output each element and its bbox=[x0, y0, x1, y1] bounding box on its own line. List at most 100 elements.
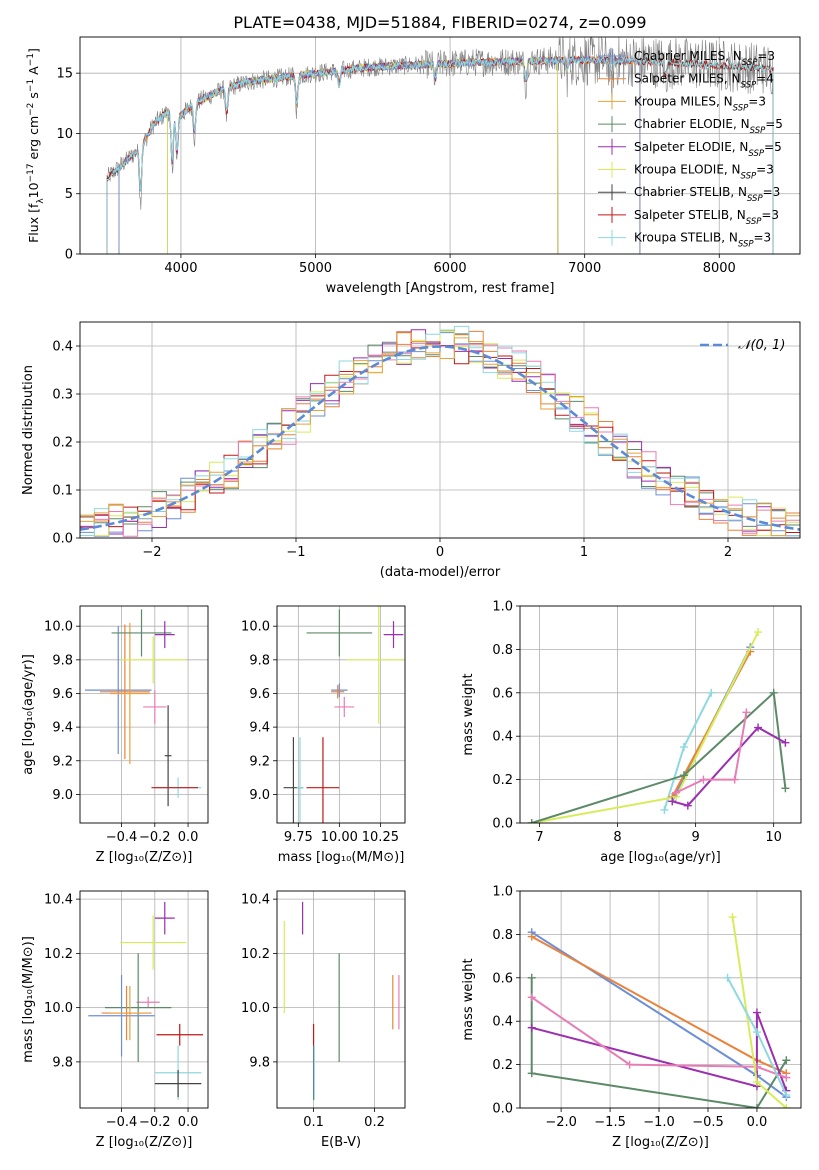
weight_vs_age-ytick-label: 1.0 bbox=[492, 600, 513, 615]
weight_vs_age-frame bbox=[519, 605, 802, 824]
weight_vs_age-marker-elodie_chabrier bbox=[781, 784, 790, 793]
mass_vs_ebv-ytick-label: 10.2 bbox=[241, 947, 270, 962]
weight_vs_age-ytick-label: 0.8 bbox=[492, 643, 513, 658]
residuals-ytick-label: 0.0 bbox=[52, 532, 73, 547]
spectrum-legend: Chabrier MILES, NSSP=3 Salpeter MILES, NS… bbox=[598, 48, 783, 250]
figure-title: PLATE=0438, MJD=51884, FIBERID=0274, z=0… bbox=[233, 13, 646, 32]
weight_vs_Z-marker-elodie_kroupa bbox=[782, 1104, 791, 1108]
age_vs_mass-marks bbox=[283, 606, 405, 823]
weight_vs_Z-ytick-label: 0.0 bbox=[492, 1102, 513, 1117]
weight_vs_age-series-stelib_kroupa bbox=[663, 692, 713, 811]
age_vs_Z-point-elodie_kroupa bbox=[119, 636, 187, 684]
residuals-frame bbox=[79, 321, 801, 539]
weight_vs_age-marker-pink bbox=[742, 708, 751, 717]
mass_vs_Z-point-stelib_salpeter bbox=[156, 1023, 204, 1046]
weight_vs_Z-xtick-label: −1.5 bbox=[594, 1115, 626, 1130]
legend-symbol-elodie_salpeter bbox=[598, 138, 626, 155]
histogram-stelib_kroupa bbox=[80, 325, 800, 537]
legend-symbol-elodie_kroupa bbox=[598, 161, 626, 178]
weight_vs_age-panel: 7 8 9 10 0.0 0.2 0.4 0.6 0.8 1.0 age [log₁₀(age/yr… bbox=[461, 600, 802, 865]
age_vs_Z-xtick-label: −0.2 bbox=[139, 830, 171, 845]
spectrum-xtick-label: 8000 bbox=[703, 261, 736, 276]
age_vs_mass-frame bbox=[276, 605, 406, 824]
model-spectrum-stelib_chabrier bbox=[106, 55, 774, 254]
age_vs_mass-point-stelib_kroupa bbox=[296, 737, 304, 823]
mass_vs_Z-ytick-label: 10.0 bbox=[44, 1001, 73, 1016]
weight_vs_Z-marks bbox=[527, 913, 791, 1108]
age_vs_Z-point-stelib_chabrier bbox=[164, 705, 172, 807]
weight_vs_age-marker-elodie_chabrier bbox=[527, 819, 536, 823]
age_vs_mass-panel: 9.75 10.00 10.25 9.0 9.2 9.4 9.6 9.8 10.0 mass [l… bbox=[241, 605, 406, 865]
mass_vs_Z-ytick-label: 10.4 bbox=[44, 893, 73, 908]
legend-label-elodie_chabrier: Chabrier ELODIE, NSSP=5 bbox=[634, 117, 783, 136]
age_vs_mass-ytick-label: 9.6 bbox=[249, 687, 270, 702]
weight_vs_age-ytick-label: 0.6 bbox=[492, 686, 513, 701]
spectrum-ytick-label: 10 bbox=[56, 127, 73, 142]
residuals-marks bbox=[80, 325, 800, 537]
mass_vs_ebv-ytick-label: 9.8 bbox=[249, 1055, 270, 1070]
weight_vs_Z-marker-elodie_salpeter bbox=[752, 1008, 761, 1017]
legend-symbol-miles_kroupa bbox=[598, 93, 626, 110]
residuals-ytick-label: 0.1 bbox=[52, 484, 73, 499]
weight_vs_Z-marker-stelib_kroupa bbox=[752, 1028, 761, 1037]
age_vs_mass-ytick-label: 9.2 bbox=[249, 754, 270, 769]
age_vs_Z-ytick-label: 9.6 bbox=[52, 687, 73, 702]
mass_vs_Z-xlabel: Z [log₁₀(Z/Z⊙)] bbox=[96, 1135, 193, 1150]
model-spectrum-elodie_chabrier bbox=[167, 56, 559, 254]
weight_vs_age-xtick-label: 10 bbox=[765, 830, 782, 845]
mass_vs_Z-point-elodie_chabrier bbox=[104, 953, 172, 1062]
spectrum-ytick-label: 5 bbox=[65, 187, 73, 202]
age_vs_mass-ytick-label: 9.4 bbox=[249, 721, 270, 736]
age_vs_mass-point-miles_chabrier bbox=[331, 683, 348, 697]
weight_vs_Z-marker-pink bbox=[527, 993, 536, 1002]
weight_vs_age-marker-elodie_salpeter bbox=[683, 801, 692, 810]
spectrum-xtick-label: 7000 bbox=[568, 261, 601, 276]
weight_vs_Z-marker-pink bbox=[625, 1060, 634, 1069]
spectrum-xtick-label: 6000 bbox=[434, 261, 467, 276]
age_vs_Z-xtick-label: −0.4 bbox=[106, 830, 138, 845]
mass_vs_ebv-ytick-label: 10.0 bbox=[241, 1001, 270, 1016]
model-spectrum-miles_chabrier bbox=[118, 55, 641, 254]
weight_vs_Z-marker-pink bbox=[782, 1073, 791, 1082]
legend-label-elodie_kroupa: Kroupa ELODIE, NSSP=3 bbox=[634, 163, 774, 182]
weight_vs_age-marker-pink bbox=[699, 775, 708, 784]
legend-label-miles_salpeter: Salpeter MILES, NSSP=4 bbox=[634, 72, 774, 91]
age_vs_mass-ytick-label: 9.0 bbox=[249, 788, 270, 803]
weight_vs_Z-marker-elodie_salpeter bbox=[527, 1023, 536, 1032]
weight_vs_age-marker-pink bbox=[672, 788, 681, 797]
age_vs_mass-point-stelib_salpeter bbox=[306, 737, 340, 823]
weight_vs_Z-xtick-label: −2.0 bbox=[545, 1115, 577, 1130]
mass_vs_Z-point-miles_chabrier bbox=[88, 975, 155, 1057]
age_vs_Z-panel: −0.4 −0.2 0.0 9.0 9.2 9.4 9.6 9.8 10.0 Z [log₁₀(Z… bbox=[21, 605, 209, 865]
legend-symbol-elodie_chabrier bbox=[598, 116, 626, 133]
residuals-xtick-label: 2 bbox=[724, 545, 732, 560]
age_vs_mass-point-pink bbox=[334, 696, 355, 718]
weight_vs_Z-marker-stelib_kroupa bbox=[782, 1090, 791, 1099]
mass_vs_Z-ytick-label: 10.2 bbox=[44, 947, 73, 962]
age_vs_mass-point-elodie_kroupa bbox=[345, 606, 405, 724]
residuals-panel: −2 −1 0 1 2 0.0 0.1 0.2 0.3 0.4 (data-model)/error… bbox=[21, 321, 801, 580]
mass_vs_ebv-frame bbox=[276, 890, 406, 1109]
mass_vs_Z-ytick-label: 9.8 bbox=[52, 1055, 73, 1070]
weight_vs_Z-ytick-label: 0.6 bbox=[492, 971, 513, 986]
model-spectrum-stelib_kroupa bbox=[106, 55, 774, 254]
residuals-ytick-label: 0.2 bbox=[52, 436, 73, 451]
weight_vs_Z-series-elodie_salpeter bbox=[531, 1012, 788, 1091]
legend-label-miles_chabrier: Chabrier MILES, NSSP=3 bbox=[634, 49, 775, 68]
residuals-xtick-label: 1 bbox=[580, 545, 588, 560]
weight_vs_Z-xtick-label: 0.0 bbox=[747, 1115, 768, 1130]
weight_vs_Z-xtick-label: −1.0 bbox=[643, 1115, 675, 1130]
residuals-xtick-label: −1 bbox=[286, 545, 305, 560]
weight_vs_Z-marker-elodie_chabrier bbox=[527, 973, 536, 982]
weight_vs_age-ytick-label: 0.4 bbox=[492, 730, 513, 745]
weight_vs_age-marker-elodie_salpeter bbox=[754, 723, 763, 732]
age_vs_mass-xtick-label: 10.25 bbox=[362, 830, 399, 845]
weight_vs_Z-ytick-label: 0.4 bbox=[492, 1015, 513, 1030]
age_vs_Z-xlabel: Z [log₁₀(Z/Z⊙)] bbox=[96, 850, 193, 865]
mass_vs_Z-xtick-label: −0.2 bbox=[139, 1115, 171, 1130]
weight_vs_Z-marker-elodie_chabrier bbox=[782, 1056, 791, 1065]
weight_vs_age-marker-stelib_kroupa bbox=[679, 743, 688, 752]
mass_vs_Z-panel: −0.4 −0.2 0.0 9.8 10.0 10.2 10.4 Z [log₁₀(Z/Z⊙)… bbox=[21, 890, 209, 1150]
legend-label-stelib_kroupa: Kroupa STELIB, NSSP=3 bbox=[634, 231, 771, 250]
weight_vs_Z-frame bbox=[519, 890, 802, 1109]
